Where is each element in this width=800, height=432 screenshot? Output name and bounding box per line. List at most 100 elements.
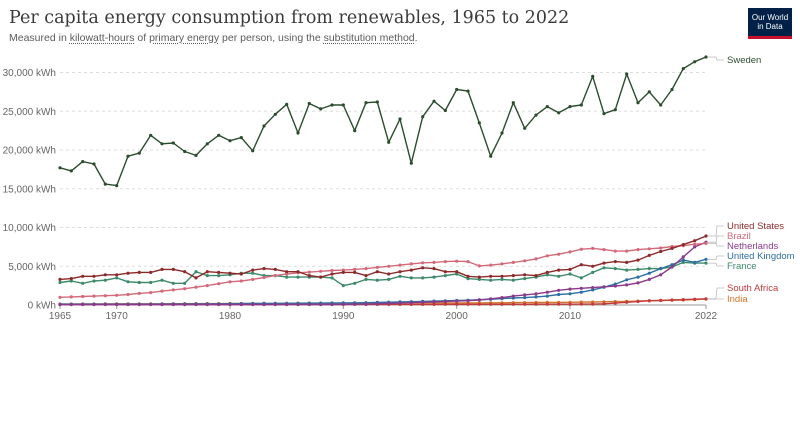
data-point (579, 247, 583, 251)
data-point (183, 287, 187, 291)
data-point (239, 302, 243, 307)
legend-label-sweden: Sweden (727, 55, 761, 66)
data-point (160, 278, 164, 282)
data-point (557, 302, 561, 306)
data-point (126, 302, 130, 307)
data-point (239, 272, 243, 276)
primary-energy-link[interactable]: primary energy (149, 32, 220, 44)
data-point (409, 276, 413, 280)
legend-connector (708, 255, 724, 260)
data-point (443, 270, 447, 274)
data-point (579, 286, 583, 290)
data-point (670, 246, 674, 250)
series-lines (58, 55, 708, 307)
data-point (398, 301, 402, 305)
data-point (307, 274, 311, 278)
data-point (319, 269, 323, 273)
data-point (171, 288, 175, 292)
data-point (670, 265, 674, 269)
data-point (160, 289, 164, 293)
data-point (183, 270, 187, 274)
data-point (69, 169, 73, 173)
kilowatt-hours-link[interactable]: kilowatt-hours (69, 32, 135, 44)
owid-logo[interactable]: Our World in Data (748, 8, 792, 39)
data-point (341, 302, 345, 306)
chart-title: Per capita energy consumption from renew… (9, 8, 570, 28)
data-point (591, 74, 595, 78)
y-tick-label: 5,000 kWh (8, 262, 56, 273)
subtitle-text: per person, using the (219, 32, 324, 44)
data-point (511, 260, 515, 264)
data-point (409, 262, 413, 266)
data-point (228, 302, 232, 307)
data-point (477, 298, 481, 302)
x-tick-label: 2000 (446, 311, 469, 322)
data-point (636, 248, 640, 252)
data-point (613, 301, 617, 305)
data-point (81, 302, 85, 307)
subtitle-text: of (134, 32, 150, 44)
data-point (704, 257, 708, 261)
data-point (523, 277, 527, 281)
y-tick-label: 15,000 kWh (3, 184, 56, 195)
data-point (103, 273, 107, 277)
data-point (625, 278, 629, 282)
data-point (205, 274, 209, 278)
data-point (466, 89, 470, 93)
data-point (273, 267, 277, 271)
data-point (500, 302, 504, 306)
data-point (285, 302, 289, 307)
data-point (545, 290, 549, 294)
data-point (568, 272, 572, 276)
data-point (285, 270, 289, 274)
data-point (273, 274, 277, 278)
data-point (625, 283, 629, 287)
data-point (341, 270, 345, 274)
data-point (353, 267, 357, 271)
data-point (659, 273, 663, 277)
data-point (375, 278, 379, 282)
data-point (579, 103, 583, 107)
legend-label-brazil: Brazil (727, 231, 751, 242)
data-point (273, 112, 277, 116)
data-point (659, 298, 663, 302)
chart-subtitle: Measured in kilowatt-hours of primary en… (9, 32, 418, 44)
data-point (625, 72, 629, 76)
data-point (160, 267, 164, 271)
data-point (659, 103, 663, 107)
data-point (545, 270, 549, 274)
data-point (251, 302, 255, 307)
data-point (364, 274, 368, 278)
data-point (443, 299, 447, 304)
logo-line-2: in Data (757, 22, 783, 31)
data-point (307, 270, 311, 274)
data-point (636, 267, 640, 271)
series-line (60, 241, 707, 306)
data-point (375, 100, 379, 104)
data-point (602, 248, 606, 252)
substitution-method-link[interactable]: substitution method (323, 32, 415, 44)
data-point (681, 258, 685, 262)
data-point (466, 260, 470, 264)
data-point (137, 270, 141, 274)
data-point (319, 302, 323, 307)
data-point (251, 149, 255, 153)
data-point (171, 302, 175, 307)
data-point (58, 302, 62, 307)
data-point (523, 296, 527, 300)
legend: Sweden United StatesBrazilNetherlandsUnit… (708, 55, 795, 305)
data-point (579, 276, 583, 280)
data-point (659, 246, 663, 250)
data-point (523, 293, 527, 297)
data-point (432, 260, 436, 264)
data-point (443, 108, 447, 113)
data-point (81, 160, 85, 164)
data-point (545, 294, 549, 298)
data-point (443, 260, 447, 264)
y-tick-label: 20,000 kWh (3, 146, 56, 157)
data-point (568, 302, 572, 306)
data-point (432, 99, 436, 103)
data-point (534, 113, 538, 117)
data-point (137, 280, 141, 285)
data-point (228, 271, 232, 275)
